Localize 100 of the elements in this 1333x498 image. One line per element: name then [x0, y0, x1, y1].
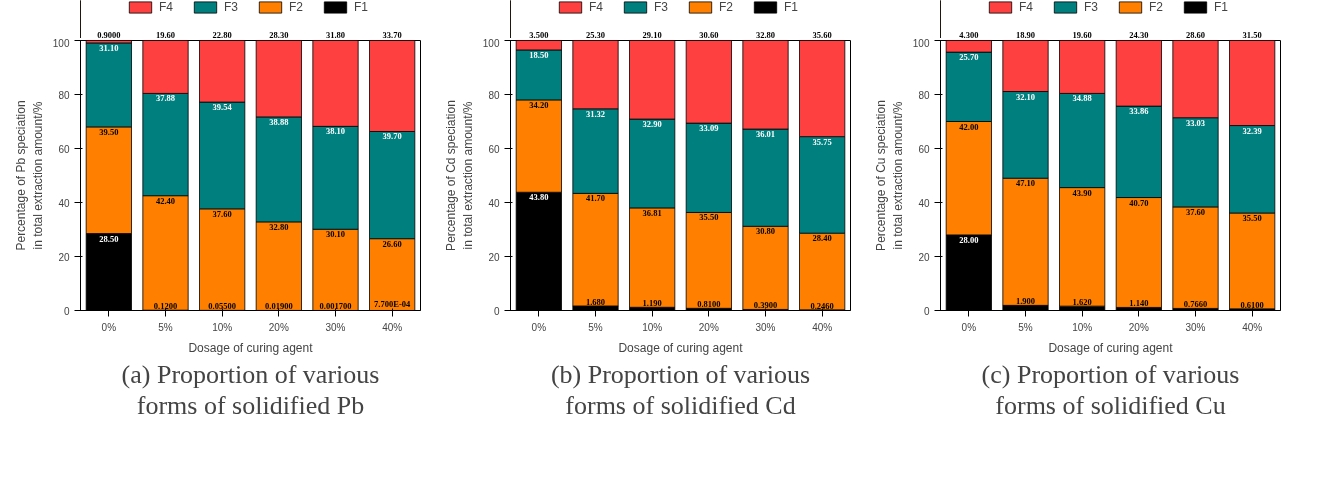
- data-label: 1.190: [642, 298, 662, 309]
- y-tick-label: 80: [918, 89, 930, 101]
- y-tick-label: 80: [58, 89, 70, 101]
- legend-label: F1: [784, 0, 799, 14]
- data-label: 25.30: [585, 29, 606, 40]
- y-axis-title: Percentage of Pb speciation in total extraction amount/%: [14, 100, 45, 251]
- data-label: 28.50: [99, 233, 119, 244]
- legend-label: F2: [719, 0, 734, 14]
- data-label: 31.10: [99, 42, 119, 53]
- y-tick-label: 100: [52, 37, 70, 49]
- x-tick-label: 30%: [1185, 321, 1206, 333]
- y-tick-label: 40: [488, 197, 500, 209]
- data-label: 31.80: [325, 29, 346, 40]
- data-label: 0.9000: [97, 29, 121, 40]
- data-label: 37.88: [155, 93, 176, 104]
- data-label: 7.700E-04: [374, 299, 411, 310]
- y-tick-label: 20: [488, 251, 500, 263]
- y-tick-label: 40: [918, 197, 930, 209]
- data-label: 0.001700: [319, 301, 352, 312]
- legend-label: F2: [289, 0, 304, 14]
- data-label: 43.90: [1072, 187, 1092, 198]
- y-tick-label: 60: [488, 143, 500, 155]
- x-tick-label: 5%: [588, 321, 603, 333]
- data-label: 43.80: [529, 192, 549, 203]
- y-tick-label: 20: [918, 251, 930, 263]
- x-tick-label: 10%: [212, 321, 233, 333]
- data-label: 0.7660: [1183, 299, 1208, 310]
- data-label: 1.620: [1072, 297, 1092, 308]
- data-label: 28.40: [812, 233, 832, 244]
- data-label: 0.6100: [1240, 299, 1264, 310]
- data-label: 47.10: [1015, 178, 1036, 189]
- data-label: 35.50: [1242, 213, 1262, 223]
- data-label: 18.50: [529, 49, 549, 60]
- data-label: 37.60: [1185, 206, 1206, 217]
- data-label: 31.50: [1242, 29, 1262, 40]
- text: (a) Proportion of various forms of solidified Pb: [121, 359, 380, 420]
- y-tick-label: 60: [918, 143, 930, 155]
- data-label: 29.10: [642, 29, 662, 40]
- data-label: 33.03: [1185, 117, 1206, 128]
- y-tick-label: 100: [912, 37, 930, 49]
- data-label: 42.00: [959, 121, 979, 132]
- y-tick-label: 100: [482, 37, 500, 49]
- data-label: 1.680: [585, 296, 606, 307]
- legend-label: F2: [1149, 0, 1164, 14]
- data-label: 22.80: [212, 29, 232, 40]
- x-axis-title: Dosage of curing agent: [188, 340, 314, 355]
- x-tick-label: 0%: [531, 321, 547, 333]
- data-label: 36.01: [755, 129, 776, 140]
- data-label: 35.60: [812, 29, 832, 40]
- y-axis-title: Percentage of Cd speciation in total extraction amount/%: [444, 100, 475, 251]
- x-tick-label: 10%: [1072, 321, 1093, 333]
- x-tick-label: 0%: [961, 321, 977, 333]
- data-label: 19.60: [155, 29, 176, 40]
- data-label: 39.54: [212, 102, 233, 113]
- x-tick-label: 20%: [1128, 321, 1149, 333]
- data-label: 31.32: [585, 108, 606, 119]
- data-label: 25.70: [959, 52, 979, 63]
- data-label: 1.900: [1015, 296, 1036, 307]
- data-label: 32.80: [755, 29, 776, 40]
- data-label: 0.8100: [697, 299, 721, 310]
- data-label: 30.60: [699, 29, 719, 40]
- y-tick-label: 0: [493, 305, 500, 317]
- y-tick-label: 0: [63, 305, 70, 317]
- data-label: 40.70: [1129, 197, 1149, 208]
- y-tick-label: 40: [58, 197, 70, 209]
- legend-label: F3: [1084, 0, 1099, 14]
- y-tick-label: 0: [923, 305, 930, 317]
- x-tick-label: 20%: [698, 321, 719, 333]
- data-label: 26.60: [382, 238, 402, 249]
- data-label: 0.01900: [265, 301, 293, 312]
- legend-label: F4: [159, 0, 174, 14]
- data-label: 35.75: [812, 136, 832, 147]
- legend-label: F1: [1214, 0, 1229, 14]
- data-label: 33.09: [699, 123, 719, 134]
- x-tick-label: 5%: [158, 321, 173, 333]
- y-axis-title: Percentage of Cu speciation in total extraction amount/%: [874, 100, 905, 251]
- data-label: 28.30: [269, 29, 289, 40]
- data-label: 32.90: [642, 119, 662, 130]
- data-label: 0.3900: [753, 300, 778, 311]
- data-label: 37.60: [212, 208, 232, 219]
- x-tick-label: 30%: [325, 321, 346, 333]
- data-label: 4.300: [959, 29, 979, 40]
- x-tick-label: 30%: [755, 321, 776, 333]
- data-label: 35.50: [699, 212, 719, 223]
- x-tick-label: 20%: [268, 321, 289, 333]
- data-label: 32.10: [1015, 91, 1036, 102]
- y-tick-label: 20: [58, 251, 70, 263]
- data-label: 30.80: [755, 226, 776, 237]
- data-label: 33.70: [382, 29, 402, 40]
- x-tick-label: 40%: [382, 321, 403, 333]
- data-label: 39.50: [99, 126, 119, 137]
- x-tick-label: 5%: [1018, 321, 1033, 333]
- data-label: 28.60: [1185, 29, 1206, 40]
- y-tick-label: 60: [58, 143, 70, 155]
- data-label: 0.2460: [810, 300, 834, 311]
- data-label: 38.10: [325, 126, 346, 137]
- data-label: 39.70: [382, 131, 402, 142]
- data-label: 38.88: [269, 116, 289, 127]
- text: (c) Proportion of various forms of solidified Cu: [981, 359, 1240, 420]
- legend-label: F3: [654, 0, 669, 14]
